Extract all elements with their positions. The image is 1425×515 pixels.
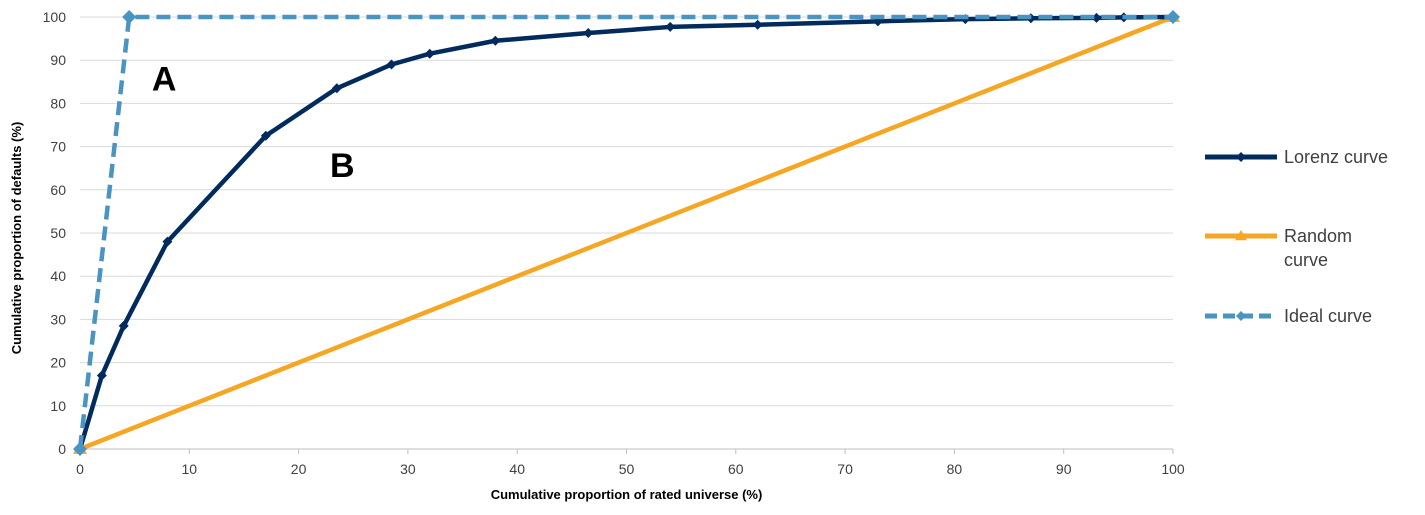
y-tick-label: 10 (50, 398, 66, 414)
lorenz-curve-point (96, 370, 107, 381)
lorenz-curve-point (752, 19, 763, 30)
ideal-curve-point (1166, 10, 1180, 24)
x-tick-label: 40 (509, 461, 525, 477)
legend-marker-ideal-curve (1236, 311, 1246, 321)
lorenz-curve-point (583, 27, 594, 38)
ideal-curve-point (73, 442, 87, 456)
legend-item-random-curve: Random curve (1205, 226, 1352, 270)
random-curve-line (77, 14, 1176, 452)
ideal-curve-series (73, 10, 1180, 456)
lorenz-curve-point (490, 35, 501, 46)
y-tick-label: 40 (50, 268, 66, 284)
x-tick-label: 50 (619, 461, 635, 477)
lorenz-curve-point (162, 236, 173, 247)
legend-item-ideal-curve: Ideal curve (1205, 306, 1372, 326)
y-tick-label: 50 (50, 225, 66, 241)
x-axis-title: Cumulative proportion of rated universe … (491, 487, 763, 502)
lorenz-curve-point (260, 130, 271, 141)
annotation-a: A (152, 60, 177, 98)
legend-marker-random-curve (1235, 230, 1247, 241)
lorenz-curve-point (665, 21, 676, 32)
random-curve-series (73, 10, 1180, 454)
x-tick-label: 30 (400, 461, 416, 477)
legend-marker-lorenz-curve (1236, 152, 1246, 162)
y-tick-label: 80 (50, 95, 66, 111)
x-tick-label: 70 (837, 461, 853, 477)
y-tick-label: 20 (50, 355, 66, 371)
axes: 0 10 20 30 40 50 60 70 80 90 100 0 10 20 30 40 50 60 70 80 9… (9, 9, 1185, 502)
lorenz-curve-point (331, 83, 342, 94)
x-tick-label: 20 (291, 461, 307, 477)
legend-item-lorenz-curve: Lorenz curve (1205, 147, 1388, 167)
y-tick-label: 70 (50, 139, 66, 155)
series-lines (73, 10, 1180, 456)
y-axis-title: Cumulative proportion of defaults (%) (9, 122, 24, 355)
x-tick-label: 10 (182, 461, 198, 477)
y-tick-label: 90 (50, 52, 66, 68)
legend-label-random-curve: Random curve (1284, 226, 1352, 270)
y-tick-label: 30 (50, 311, 66, 327)
lorenz-curve-point (386, 59, 397, 70)
annotation-b: B (330, 147, 355, 185)
legend-label-lorenz-curve: Lorenz curve (1284, 147, 1388, 167)
x-tick-label: 60 (728, 461, 744, 477)
x-tick-label: 90 (1056, 461, 1072, 477)
lorenz-curve-point (118, 320, 129, 331)
y-tick-label: 60 (50, 182, 66, 198)
x-tick-label: 80 (947, 461, 963, 477)
y-tick-label: 0 (58, 441, 66, 457)
legend-label-line: Random (1284, 226, 1352, 246)
y-tick-label: 100 (43, 9, 67, 25)
ideal-curve-point (122, 10, 137, 24)
legend-label-ideal-curve: Ideal curve (1284, 306, 1372, 326)
x-tick-label: 0 (76, 461, 84, 477)
x-tick-label: 100 (1161, 461, 1185, 477)
lorenz-curve-point (424, 48, 435, 59)
legend-label-line: curve (1284, 250, 1328, 270)
legend: Lorenz curve Random curve Ideal curve (1205, 147, 1388, 326)
gridlines (80, 16, 1173, 407)
annotations: AB (152, 60, 355, 184)
